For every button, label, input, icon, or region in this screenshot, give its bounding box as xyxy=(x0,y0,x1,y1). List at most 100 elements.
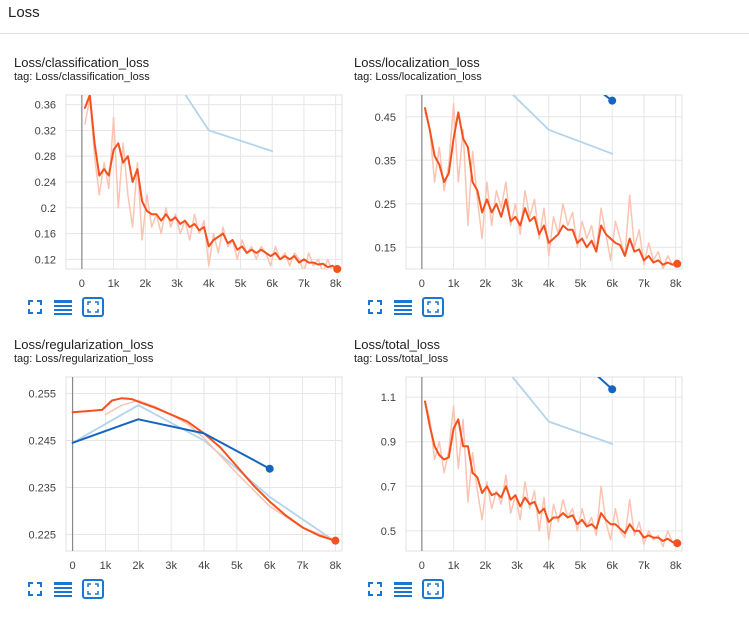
y-tick-label: 1.1 xyxy=(381,392,396,404)
x-tick-label: 6k xyxy=(266,278,278,290)
chart-card-total-loss: Loss/total_loss tag: Loss/total_loss 0 1k… xyxy=(354,337,694,612)
fullscreen-icon[interactable] xyxy=(24,578,46,600)
series-line-run2_raw xyxy=(184,95,274,152)
data-table-icon[interactable] xyxy=(52,578,74,600)
x-tick-label: 4k xyxy=(203,278,215,290)
y-tick-label: 0.5 xyxy=(381,526,396,538)
x-tick-label: 0 xyxy=(419,278,425,290)
x-tick-label: 3k xyxy=(171,278,183,290)
data-table-icon[interactable] xyxy=(392,296,414,318)
plot-frame xyxy=(405,376,683,552)
data-table-icon[interactable] xyxy=(52,296,74,318)
fullscreen-icon[interactable] xyxy=(364,296,386,318)
series-line-smoothed xyxy=(424,400,679,545)
chart-plot[interactable]: 0 1k 2k 3k 4k 5k 6k 7k 8k 0.12 0.16 0.2 0.24 0.28 0.32… xyxy=(14,55,354,295)
series-line-smoothed xyxy=(71,397,337,542)
series-end-marker xyxy=(333,265,342,273)
chart-card-regularization-loss: Loss/regularization_loss tag: Loss/regul… xyxy=(14,337,354,612)
y-tick-label: 0.255 xyxy=(28,388,56,400)
run2-end-marker xyxy=(608,385,617,394)
x-tick-label: 8k xyxy=(670,278,682,290)
y-tick-label: 0.32 xyxy=(35,125,56,137)
section-divider xyxy=(0,33,749,34)
fit-domain-icon[interactable] xyxy=(82,296,104,318)
series-line-run2_raw xyxy=(511,377,614,445)
chart-plot[interactable]: 0 1k 2k 3k 4k 5k 6k 7k 8k 0.5 0.7 0.9 1.1 xyxy=(354,337,694,577)
x-tick-label: 5k xyxy=(575,278,587,290)
series-group xyxy=(424,377,679,548)
fullscreen-icon-glyph xyxy=(28,582,42,596)
y-tick-label: 0.7 xyxy=(381,481,396,493)
x-tick-label: 1k xyxy=(108,278,120,290)
x-tick-label: 8k xyxy=(670,560,682,572)
fit-domain-icon-glyph xyxy=(422,297,444,317)
x-tick-label: 7k xyxy=(298,278,310,290)
series-line-raw xyxy=(424,400,678,548)
y-tick-label: 0.235 xyxy=(28,483,56,495)
x-tick-label: 4k xyxy=(543,278,555,290)
fit-domain-icon[interactable] xyxy=(422,296,444,318)
x-tick-label: 3k xyxy=(511,278,523,290)
x-tick-label: 1k xyxy=(100,560,112,572)
fit-domain-icon-glyph xyxy=(82,579,104,599)
series-end-marker xyxy=(331,536,340,545)
plot-frame xyxy=(65,376,343,552)
x-tick-label: 2k xyxy=(479,278,491,290)
fit-domain-icon-glyph xyxy=(82,297,104,317)
x-tick-label: 1k xyxy=(448,560,460,572)
fullscreen-icon[interactable] xyxy=(24,296,46,318)
x-tick-label: 8k xyxy=(330,560,342,572)
series-group xyxy=(424,95,679,269)
x-tick-label: 7k xyxy=(638,560,650,572)
x-tick-label: 7k xyxy=(638,278,650,290)
chart-tag: tag: Loss/localization_loss xyxy=(354,71,482,83)
series-end-marker xyxy=(673,539,682,548)
y-tick-label: 0.36 xyxy=(35,100,56,112)
series-line-raw xyxy=(104,399,337,541)
series-line-run2 xyxy=(71,418,271,470)
y-tick-label: 0.25 xyxy=(375,199,396,211)
fullscreen-icon-glyph xyxy=(368,582,382,596)
data-table-icon-glyph xyxy=(54,300,72,315)
series-end-marker xyxy=(673,259,682,268)
fullscreen-icon-glyph xyxy=(28,300,42,314)
x-tick-label: 0 xyxy=(419,560,425,572)
data-table-icon-glyph xyxy=(394,582,412,597)
plot-frame xyxy=(405,94,683,270)
data-table-icon[interactable] xyxy=(392,578,414,600)
x-tick-label: 2k xyxy=(132,560,144,572)
chart-title: Loss/total_loss xyxy=(354,337,440,352)
fullscreen-icon[interactable] xyxy=(364,578,386,600)
chart-card-classification-loss: Loss/classification_loss tag: Loss/class… xyxy=(14,55,354,330)
x-tick-label: 6k xyxy=(606,560,618,572)
y-tick-label: 0.24 xyxy=(35,177,56,189)
fit-domain-icon[interactable] xyxy=(82,578,104,600)
x-tick-label: 3k xyxy=(511,560,523,572)
y-tick-label: 0.28 xyxy=(35,151,56,163)
section-title[interactable]: Loss xyxy=(8,4,40,21)
x-tick-label: 0 xyxy=(70,560,76,572)
x-tick-label: 2k xyxy=(139,278,151,290)
y-tick-label: 0.9 xyxy=(381,437,396,449)
series-group xyxy=(84,95,339,269)
fit-domain-icon-glyph xyxy=(422,579,444,599)
x-tick-label: 5k xyxy=(231,560,243,572)
chart-title: Loss/localization_loss xyxy=(354,55,480,70)
series-line-run2_raw xyxy=(71,404,337,543)
chart-plot[interactable]: 0 1k 2k 3k 4k 5k 6k 7k 8k 0.15 0.25 0.35 0.45 xyxy=(354,55,694,295)
y-tick-label: 0.35 xyxy=(375,155,396,167)
fit-domain-icon[interactable] xyxy=(422,578,444,600)
chart-plot[interactable]: 0 1k 2k 3k 4k 5k 6k 7k 8k 0.225 0.235 0.245 0.255 xyxy=(14,337,354,577)
chart-title: Loss/classification_loss xyxy=(14,55,150,70)
chart-tag: tag: Loss/regularization_loss xyxy=(14,353,154,365)
chart-tag: tag: Loss/total_loss xyxy=(354,353,449,365)
series-line-raw xyxy=(424,102,678,269)
y-tick-label: 0.16 xyxy=(35,229,56,241)
y-tick-label: 0.45 xyxy=(375,112,396,124)
data-table-icon-glyph xyxy=(394,300,412,315)
y-tick-label: 0.2 xyxy=(41,203,56,215)
y-tick-label: 0.245 xyxy=(28,435,56,447)
x-tick-label: 5k xyxy=(575,560,587,572)
x-tick-label: 0 xyxy=(79,278,85,290)
x-tick-label: 4k xyxy=(198,560,210,572)
